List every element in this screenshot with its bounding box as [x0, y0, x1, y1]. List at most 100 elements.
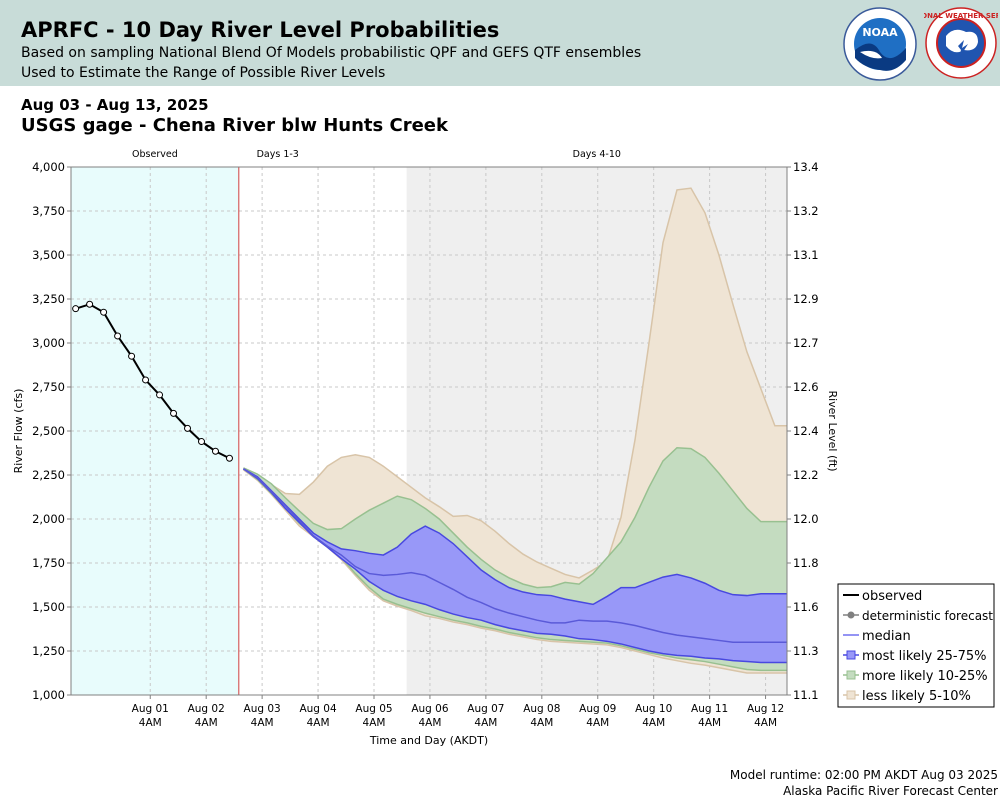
x-tick-time: 4AM [586, 717, 609, 729]
x-tick-date: Aug 05 [355, 703, 392, 715]
y2-tick-label: 12.7 [793, 336, 819, 350]
observed-point [211, 447, 219, 455]
x-tick-date: Aug 07 [467, 703, 504, 715]
x-tick-time: 4AM [642, 717, 665, 729]
chart-axes: Observed Days 1-3 Days 4-10 1,000 1,250 1,500… [12, 149, 839, 747]
band-upper-edge [243, 187, 787, 579]
observed-point [198, 438, 206, 446]
noaa-logo-text: NOAA [862, 26, 898, 39]
observed-point [128, 352, 136, 360]
x-tick-date: Aug 08 [523, 703, 560, 715]
band-most-likely [243, 468, 787, 663]
y2-tick-label: 12.9 [793, 292, 819, 306]
x-tick-time: 4AM [251, 717, 274, 729]
observed-point [184, 424, 192, 432]
median-line [243, 468, 787, 643]
y-tick-label: 3,000 [32, 336, 65, 350]
y-tick-label: 2,000 [32, 512, 65, 526]
y2-tick-label: 11.6 [793, 600, 819, 614]
y-tick-label: 4,000 [32, 160, 65, 174]
band-upper-edge [243, 468, 787, 606]
x-tick-date: Aug 09 [579, 703, 616, 715]
y-axis-title: River Flow (cfs) [12, 389, 25, 474]
observed-point [114, 332, 122, 340]
y-tick-label: 3,500 [32, 248, 65, 262]
observed-point [225, 454, 233, 462]
y-tick-label: 2,500 [32, 424, 65, 438]
chart-lines [72, 167, 787, 695]
y2-tick-label: 11.1 [793, 688, 819, 702]
probability-bands [243, 187, 787, 674]
legend-label: deterministic forecast [862, 609, 993, 623]
observed-point [170, 409, 178, 417]
y-tick-label: 3,750 [32, 204, 65, 218]
x-tick-date: Aug 10 [635, 703, 672, 715]
x-tick-date: Aug 03 [244, 703, 281, 715]
legend-label: more likely 10-25% [862, 669, 988, 684]
y2-tick-label: 13.2 [793, 204, 819, 218]
observed-point [72, 305, 80, 313]
x-axis-title: Time and Day (AKDT) [369, 734, 488, 747]
legend-swatch-band [846, 650, 856, 660]
y2-tick-label: 13.1 [793, 248, 819, 262]
legend-label: most likely 25-75% [862, 649, 986, 664]
y2-tick-label: 11.3 [793, 644, 819, 658]
observed-point [100, 308, 108, 316]
x-tick-time: 4AM [307, 717, 330, 729]
legend-swatch-band [846, 690, 856, 700]
nws-logo: NATIONAL WEATHER SERVICE [924, 7, 998, 79]
band-upper-edge [243, 446, 787, 589]
y-tick-label: 1,750 [32, 556, 65, 570]
region-label: Days 4-10 [573, 149, 621, 160]
observed-point [156, 391, 164, 399]
page-title: APRFC - 10 Day River Level Probabilities [21, 18, 500, 42]
chart-legend: observed deterministic forecast median most… [837, 583, 995, 708]
x-tick-time: 4AM [698, 717, 721, 729]
region-label: Days 1-3 [257, 149, 299, 160]
x-tick-time: 4AM [195, 717, 218, 729]
y2-tick-label: 12.0 [793, 512, 819, 526]
observed-point [142, 376, 150, 384]
date-range: Aug 03 - Aug 13, 2025 [21, 96, 209, 114]
region-label: Observed [132, 149, 178, 160]
x-tick-date: Aug 04 [299, 703, 337, 715]
x-tick-time: 4AM [754, 717, 777, 729]
y-tick-label: 1,000 [32, 688, 65, 702]
legend-box [837, 583, 995, 708]
y2-tick-label: 12.2 [793, 468, 819, 482]
legend-label: less likely 5-10% [862, 689, 971, 704]
y-tick-label: 1,500 [32, 600, 65, 614]
gage-name: USGS gage - Chena River blw Hunts Creek [21, 115, 448, 136]
y-tick-label: 1,250 [32, 644, 65, 658]
x-tick-time: 4AM [363, 717, 386, 729]
y2-tick-label: 13.4 [793, 160, 819, 174]
y2-tick-label: 11.8 [793, 556, 819, 570]
x-tick-time: 4AM [418, 717, 441, 729]
y-tick-label: 3,250 [32, 292, 65, 306]
x-tick-date: Aug 06 [411, 703, 449, 715]
model-runtime: Model runtime: 02:00 PM AKDT Aug 03 2025 [729, 768, 998, 782]
x-tick-date: Aug 12 [747, 703, 784, 715]
y2-tick-label: 12.4 [793, 424, 819, 438]
y2-tick-label: 12.6 [793, 380, 819, 394]
legend-label: observed [862, 589, 922, 604]
observed-point [86, 300, 94, 308]
legend-swatch-band [846, 670, 856, 680]
noaa-logo: NOAA [843, 7, 917, 81]
band-lower-edge [243, 468, 787, 664]
x-tick-date: Aug 02 [188, 703, 225, 715]
legend-label: median [862, 629, 911, 644]
subtitle-line-2: Used to Estimate the Range of Possible R… [21, 65, 386, 81]
x-tick-time: 4AM [530, 717, 553, 729]
nws-logo-text: NATIONAL WEATHER SERVICE [924, 12, 998, 20]
y2-axis-title: River Level (ft) [826, 390, 839, 471]
x-tick-date: Aug 11 [691, 703, 728, 715]
y-tick-label: 2,250 [32, 468, 65, 482]
y-tick-label: 2,750 [32, 380, 65, 394]
subtitle-line-1: Based on sampling National Blend Of Mode… [21, 45, 642, 61]
x-tick-date: Aug 01 [132, 703, 169, 715]
header-banner [0, 0, 1000, 86]
x-tick-time: 4AM [139, 717, 162, 729]
legend-swatch-deterministic-dot [847, 611, 855, 619]
